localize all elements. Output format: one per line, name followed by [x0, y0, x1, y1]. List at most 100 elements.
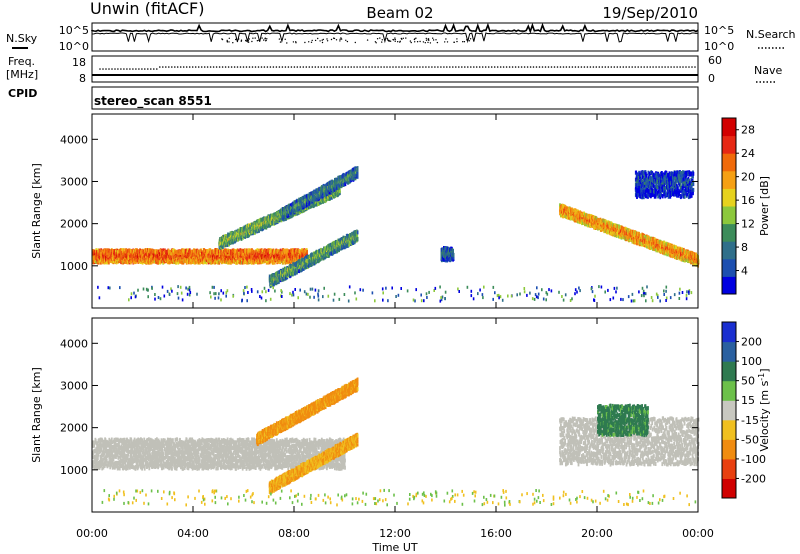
- data-cell: [120, 248, 123, 253]
- nsearch-dot: [405, 37, 407, 39]
- nave-dot: [305, 66, 308, 68]
- nave-dot: [404, 66, 406, 68]
- noise-traces: [91, 22, 699, 44]
- nsearch-dot: [425, 37, 427, 40]
- nave-dot: [559, 66, 562, 68]
- nsearch-dot: [428, 39, 430, 41]
- nsearch-dot: [463, 41, 466, 43]
- nave-dot: [601, 66, 604, 68]
- nsearch-tick-bottom: 10^0: [704, 40, 734, 53]
- nave-dot: [338, 66, 341, 68]
- nave-dot: [206, 66, 209, 68]
- data-cell: [283, 248, 286, 253]
- nsearch-dot: [284, 38, 286, 40]
- nave-dot: [529, 66, 532, 68]
- nsearch-dot: [326, 40, 329, 42]
- nsearch-dot: [381, 39, 383, 41]
- nave-dot: [589, 66, 592, 68]
- nave-dot: [619, 66, 622, 68]
- data-cell: [218, 260, 221, 265]
- nave-dot: [239, 66, 242, 68]
- nsearch-dot: [399, 41, 401, 43]
- nave-dot: [419, 66, 421, 68]
- nave-dot: [574, 66, 577, 68]
- nave-dot: [111, 68, 113, 70]
- data-cell: [266, 258, 268, 263]
- nave-dot: [299, 66, 302, 68]
- nsearch-dot: [245, 39, 247, 42]
- nsearch-dot: [279, 41, 282, 43]
- nave-dot: [320, 66, 323, 68]
- data-cell: [241, 249, 244, 254]
- data-cell: [235, 229, 238, 234]
- nave-dot: [508, 66, 511, 68]
- nave-dot: [443, 66, 445, 68]
- data-cell: [252, 249, 255, 254]
- nave-dot: [353, 66, 355, 68]
- nave-dot: [425, 66, 427, 68]
- nave-dot: [335, 66, 338, 68]
- nave-dot: [203, 66, 206, 68]
- nave-dot: [520, 66, 523, 68]
- nsearch-dot: [256, 40, 259, 42]
- data-cell: [237, 249, 240, 254]
- nave-dot: [679, 66, 681, 68]
- nave-tick-top: 60: [708, 54, 722, 67]
- nsearch-dot: [308, 41, 310, 43]
- nsearch-dot: [321, 39, 323, 41]
- nave-dot: [565, 66, 568, 68]
- nave-dot: [505, 66, 508, 68]
- data-cell: [162, 248, 165, 253]
- nave-dot: [637, 66, 639, 68]
- nave-dot: [526, 66, 529, 68]
- nsearch-dot: [394, 37, 396, 39]
- nave-dot: [437, 66, 439, 68]
- cpid-label: CPID: [8, 87, 37, 100]
- nsearch-dot: [410, 41, 412, 44]
- data-cell: [318, 186, 321, 191]
- nsearch-dot: [435, 39, 437, 41]
- nave-dot: [141, 68, 143, 70]
- nsearch-dot: [278, 38, 281, 40]
- nsearch-dot: [456, 38, 458, 40]
- nsearch-dot: [409, 40, 412, 42]
- nave-dot: [661, 66, 663, 68]
- nave-dot: [535, 66, 538, 68]
- nave-dot: [371, 66, 373, 68]
- nave-dot: [475, 66, 478, 68]
- nsearch-dot: [445, 38, 447, 40]
- nave-dot: [688, 66, 690, 68]
- nave-dot: [174, 66, 176, 68]
- nsearch-tick-top: 10^5: [704, 24, 734, 37]
- nave-dot: [562, 66, 565, 68]
- nave-dot: [676, 66, 678, 68]
- data-cell: [254, 254, 257, 258]
- freq-tick-bottom: 8: [79, 72, 86, 85]
- nsearch-dot: [292, 41, 295, 43]
- nave-dot: [347, 66, 350, 68]
- nave-dot: [132, 68, 134, 70]
- data-cell: [256, 248, 259, 253]
- nave-dot: [188, 66, 191, 68]
- data-cell: [306, 249, 308, 254]
- nave-dot: [200, 66, 203, 68]
- nsearch-dot: [346, 40, 349, 43]
- nsearch-dot: [379, 37, 381, 39]
- nsearch-dot: [232, 42, 234, 44]
- nsearch-dot: [462, 41, 464, 43]
- nave-dot: [395, 66, 397, 68]
- data-cell: [227, 237, 230, 242]
- nsearch-dot: [413, 38, 416, 41]
- nave-dot: [311, 66, 314, 68]
- nave-dot: [293, 66, 296, 68]
- noise-panel-frame: [91, 22, 699, 52]
- nsearch-dot: [322, 38, 324, 41]
- data-cell: [201, 250, 204, 255]
- data-cell: [251, 260, 254, 265]
- nsearch-dot: [414, 41, 416, 43]
- nsearch-dot: [427, 38, 429, 40]
- data-cell: [205, 260, 208, 265]
- data-cell: [161, 259, 164, 263]
- nave-dot: [114, 68, 116, 70]
- data-cell: [286, 248, 289, 253]
